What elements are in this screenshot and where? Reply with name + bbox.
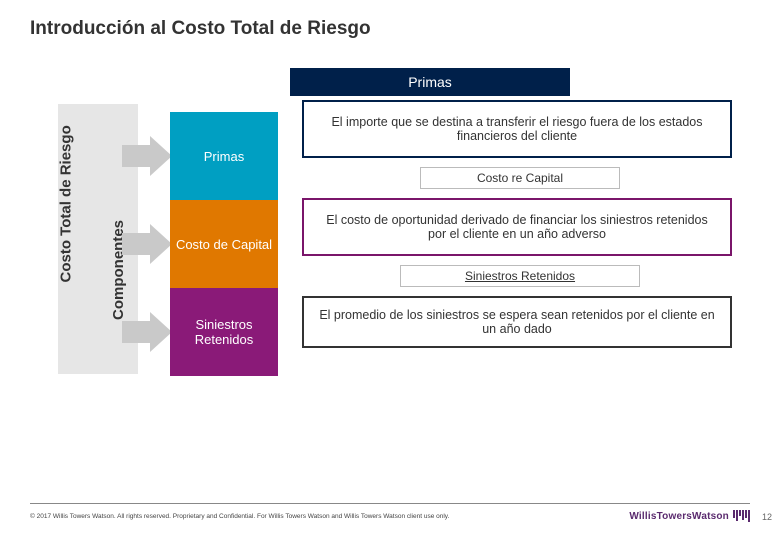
brand-logo: WillisTowersWatson [629,510,750,522]
description-costo-capital: El costo de oportunidad derivado de fina… [302,198,732,256]
label-siniestros: Siniestros Retenidos [400,265,640,287]
component-siniestros: Siniestros Retenidos [170,288,278,376]
arrow-icon [122,224,172,264]
logo-text: WillisTowersWatson [629,511,729,522]
component-primas: Primas [170,112,278,200]
slide-title: Introducción al Costo Total de Riesgo [30,18,750,40]
sidebar-label-1: Costo Total de Riesgo [58,125,75,282]
component-costo-capital: Costo de Capital [170,200,278,288]
diagram-area: Costo Total de Riesgo Componentes Primas… [30,68,750,428]
logo-bars-icon [733,510,750,522]
slide: Introducción al Costo Total de Riesgo Co… [0,0,780,540]
copyright-text: © 2017 Willis Towers Watson. All rights … [30,513,449,520]
page-number: 12 [762,512,772,522]
label-costo-capital: Costo re Capital [420,167,620,189]
header-pill-primas: Primas [290,68,570,96]
arrow-icon [122,312,172,352]
description-primas: El importe que se destina a transferir e… [302,100,732,158]
footer: © 2017 Willis Towers Watson. All rights … [30,503,750,522]
description-siniestros: El promedio de los siniestros se espera … [302,296,732,348]
arrow-icon [122,136,172,176]
